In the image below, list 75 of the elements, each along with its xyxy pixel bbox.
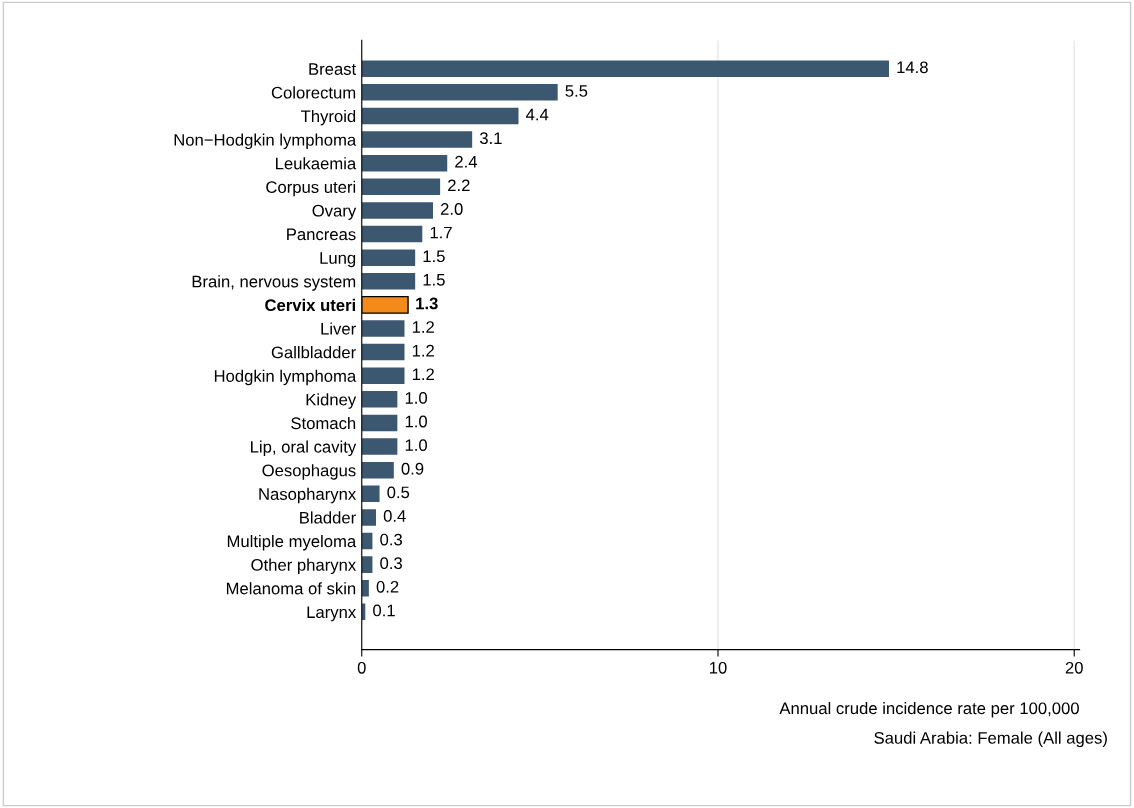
bar — [361, 202, 433, 219]
bar — [361, 107, 519, 125]
y-tick-label: Corpus uteri — [266, 180, 356, 197]
bar — [361, 556, 373, 573]
bar — [361, 60, 889, 77]
text: Saudi Arabia: Female (All ages) — [874, 731, 1107, 748]
y-tick-label: Kidney — [306, 393, 357, 409]
bar — [361, 249, 416, 266]
data-label: 4.4 — [526, 108, 549, 121]
y-tick-label: Other pharynx — [251, 558, 357, 575]
bar — [361, 178, 441, 196]
x-tick-label: 0 — [357, 661, 366, 674]
data-label: 1.5 — [423, 250, 445, 263]
bar — [361, 391, 398, 408]
data-label: 5.5 — [565, 85, 588, 97]
y-tick-label: Bladder — [300, 511, 356, 524]
y-tick-label: Nasopharynx — [259, 487, 357, 504]
y-tick-label: Stomach — [291, 416, 356, 430]
y-tick-label: Leukaemia — [276, 157, 357, 170]
data-label: 1.0 — [405, 392, 428, 404]
data-label: 1.5 — [423, 274, 445, 286]
y-tick-label: Oesophagus — [262, 464, 356, 480]
y-tick-label: Melanoma of skin — [226, 582, 356, 595]
data-label: 14.8 — [897, 61, 928, 74]
y-tick-label: Larynx — [307, 606, 357, 622]
bar — [361, 320, 405, 337]
data-label: 0.2 — [376, 580, 399, 593]
data-label: 2.2 — [448, 179, 470, 192]
bar — [361, 438, 398, 455]
bar — [361, 414, 398, 432]
data-label: 1.2 — [412, 321, 434, 333]
y-tick-label: Lung — [320, 252, 356, 268]
data-label: 2.4 — [455, 155, 478, 168]
data-label: 1.0 — [405, 439, 428, 452]
data-label: 1.7 — [430, 226, 452, 239]
bar — [361, 367, 405, 384]
y-tick-label: Liver — [321, 322, 356, 335]
bar — [361, 509, 376, 526]
x-axis-title: Annual crude incidence rate per 100,000 — [779, 701, 1079, 718]
data-label: 1.3 — [416, 297, 438, 310]
x-tick-label: 10 — [709, 661, 727, 674]
bar — [361, 343, 405, 361]
data-label: 0.3 — [380, 533, 402, 546]
bar — [361, 532, 373, 550]
bar — [361, 272, 416, 290]
bar — [361, 131, 473, 148]
y-tick-label: Breast — [309, 63, 357, 75]
y-tick-label: Gallbladder — [271, 346, 356, 359]
y-tick-label: Thyroid — [301, 109, 356, 126]
data-label: 0.9 — [401, 462, 424, 475]
data-label: 1.0 — [405, 415, 428, 428]
bar — [361, 485, 380, 503]
y-tick-label: Ovary — [312, 204, 357, 220]
data-label: 0.5 — [387, 486, 410, 499]
y-tick-label: Pancreas — [287, 228, 356, 241]
data-label: 0.4 — [383, 510, 406, 522]
bar — [361, 84, 558, 101]
y-tick-label: Colorectum — [271, 86, 356, 99]
data-label: 0.1 — [373, 604, 395, 617]
data-label: 3.1 — [479, 132, 502, 145]
y-tick-label: Brain, nervous system — [192, 275, 356, 291]
y-tick-label: Non−Hodgkin lymphoma — [174, 133, 357, 150]
data-label: 0.3 — [380, 557, 402, 570]
data-label: 1.2 — [412, 368, 434, 381]
y-tick-label: Lip, oral cavity — [251, 440, 357, 457]
bar — [361, 225, 423, 243]
bar — [361, 579, 369, 597]
data-label: 2.0 — [440, 203, 463, 215]
data-label: 1.2 — [412, 344, 434, 357]
bar — [361, 154, 448, 172]
x-tick-label: 20 — [1065, 661, 1083, 674]
y-tick-label: Multiple myeloma — [227, 534, 357, 551]
y-tick-label: Cervix uteri — [265, 298, 356, 312]
y-tick-label: Hodgkin lymphoma — [214, 369, 357, 386]
bar — [361, 461, 394, 479]
